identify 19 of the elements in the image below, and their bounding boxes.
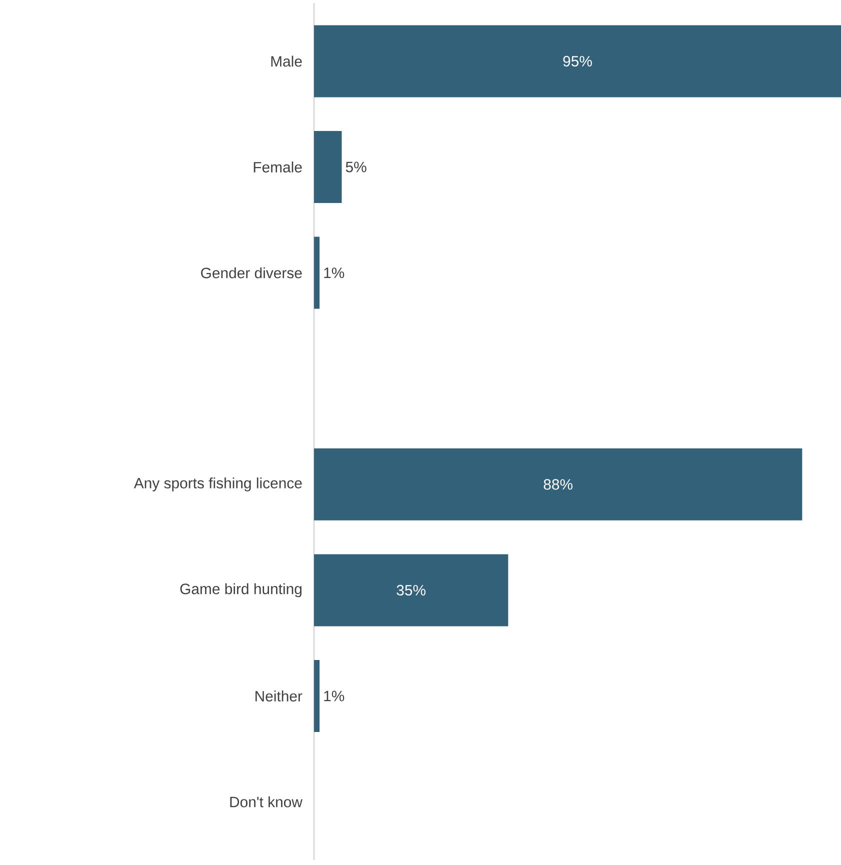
y-tick-label: Male bbox=[271, 56, 302, 67]
y-tick-label: Don't know bbox=[230, 796, 302, 808]
y-tick-label: Gender diverse bbox=[201, 267, 302, 278]
data-label: 5% bbox=[346, 162, 366, 172]
bar bbox=[314, 131, 342, 204]
data-label: 1% bbox=[324, 690, 344, 702]
data-label: 35% bbox=[396, 584, 426, 596]
y-tick-label: Female bbox=[254, 162, 302, 172]
bar bbox=[314, 554, 508, 626]
data-label: 1% bbox=[324, 268, 344, 278]
bar bbox=[314, 660, 320, 732]
y-tick-label: Any sports fishing licence bbox=[134, 477, 302, 492]
data-label: 95% bbox=[563, 56, 592, 66]
data-label: 88% bbox=[544, 479, 572, 490]
bar bbox=[314, 25, 841, 98]
bar bbox=[314, 448, 802, 520]
y-tick-label: Game bird hunting bbox=[180, 583, 302, 598]
bar bbox=[314, 236, 320, 309]
y-tick-label: Neither bbox=[256, 690, 302, 702]
